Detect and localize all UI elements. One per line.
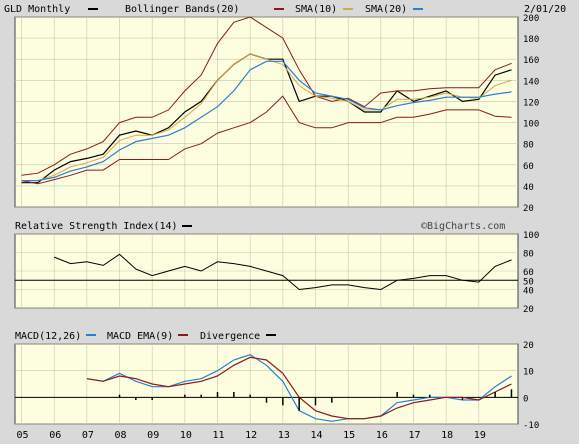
sma20-line — [21, 60, 512, 182]
y-tick-label: 40 — [523, 287, 534, 297]
bollinger-lower-line — [21, 95, 512, 185]
sma10-legend-swatch — [343, 8, 353, 10]
bollinger-upper-line — [21, 16, 512, 176]
price-series — [21, 16, 512, 185]
date-label: 2/01/20 — [524, 4, 566, 15]
y-tick-label: 20 — [523, 204, 534, 214]
sma10-label: SMA(10) — [295, 4, 337, 15]
macd-legend-swatch — [86, 334, 96, 336]
macd-label: MACD(12,26) — [15, 331, 81, 342]
rsi-label: Relative Strength Index(14) — [15, 221, 178, 232]
rsi-legend-swatch — [182, 225, 192, 227]
x-tick-label: 05 — [17, 430, 29, 441]
bollinger-label: Bollinger Bands(20) — [125, 4, 239, 15]
y-tick-label: 140 — [523, 77, 539, 87]
y-tick-label: 20 — [523, 305, 534, 315]
divergence-label: Divergence — [200, 331, 260, 342]
x-tick-label: 16 — [376, 430, 388, 441]
x-tick-label: 14 — [310, 430, 322, 441]
y-tick-label: 100 — [523, 120, 539, 130]
y-tick-label: 0 — [523, 394, 528, 404]
macd-line — [86, 354, 512, 422]
y-tick-label: 50 — [523, 277, 534, 287]
y-tick-label: 180 — [523, 35, 539, 45]
y-tick-label: 120 — [523, 98, 539, 108]
ema-legend-swatch — [178, 334, 188, 336]
y-tick-label: 80 — [523, 250, 534, 260]
x-tick-label: 11 — [213, 430, 225, 441]
x-tick-label: 13 — [278, 430, 290, 441]
y-tick-label: 60 — [523, 162, 534, 172]
x-tick-label: 08 — [115, 430, 127, 441]
x-axis: 05 06 07 08 09 10 11 12 13 14 15 16 17 18 19 — [17, 430, 486, 441]
macd-ema-line — [86, 356, 512, 420]
y-tick-label: 80 — [523, 141, 534, 151]
macd-panel — [14, 343, 519, 425]
macd-ema-label: MACD EMA(9) — [107, 331, 173, 342]
x-tick-label: 18 — [441, 430, 453, 441]
x-tick-label: 19 — [474, 430, 486, 441]
rsi-grid — [15, 233, 518, 309]
price-legend-swatch — [88, 8, 98, 10]
x-tick-label: 07 — [82, 430, 94, 441]
y-tick-label: 60 — [523, 268, 534, 278]
price-grid — [15, 16, 518, 208]
x-tick-label: 17 — [408, 430, 420, 441]
x-tick-label: 12 — [245, 430, 257, 441]
y-tick-label: 100 — [523, 231, 539, 241]
y-tick-label: 20 — [523, 341, 534, 351]
symbol-label: GLD Monthly — [4, 4, 70, 15]
bollinger-legend-swatch — [274, 8, 284, 10]
watermark: ©BigCharts.com — [421, 221, 505, 232]
y-tick-label: -10 — [523, 421, 539, 431]
x-tick-label: 10 — [180, 430, 192, 441]
sma10-line — [21, 53, 512, 182]
rsi-series — [54, 253, 512, 291]
macd-y-axis: -10 0 10 20 — [523, 341, 539, 431]
sma20-legend-swatch — [413, 8, 423, 10]
y-tick-label: 40 — [523, 183, 534, 193]
divergence-legend-swatch — [266, 334, 276, 336]
x-tick-label: 15 — [343, 430, 355, 441]
y-tick-label: 160 — [523, 56, 539, 66]
sma20-label: SMA(20) — [365, 4, 407, 15]
x-tick-label: 09 — [147, 430, 159, 441]
rsi-line — [54, 253, 512, 291]
y-tick-label: 200 — [523, 14, 539, 24]
price-y-axis: 20 40 60 80 100 120 140 160 180 200 — [523, 14, 539, 214]
macd-series — [86, 354, 513, 422]
x-tick-label: 06 — [49, 430, 61, 441]
y-tick-label: 10 — [523, 368, 534, 378]
